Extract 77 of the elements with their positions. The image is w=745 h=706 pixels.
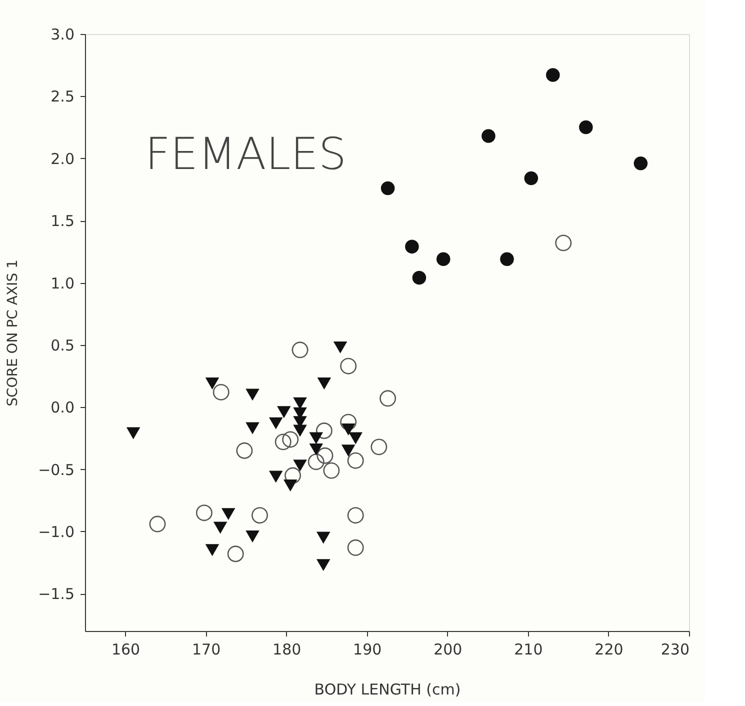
point bbox=[227, 546, 244, 562]
y-tick-label: 2.0 bbox=[50, 150, 74, 168]
point bbox=[283, 480, 298, 492]
point bbox=[221, 508, 236, 520]
point bbox=[317, 378, 332, 390]
x-tick-label: 220 bbox=[594, 640, 624, 658]
x-tick-label: 190 bbox=[353, 640, 382, 658]
x-tick-label: 230 bbox=[660, 640, 690, 658]
y-axis-title: SCORE ON PC AXIS 1 bbox=[5, 260, 22, 406]
point bbox=[333, 341, 348, 354]
point bbox=[246, 530, 260, 542]
point bbox=[277, 406, 291, 418]
point bbox=[284, 467, 302, 484]
point bbox=[309, 432, 324, 444]
point bbox=[412, 270, 426, 285]
point bbox=[546, 68, 560, 82]
y-tick-label: 1.0 bbox=[50, 274, 74, 292]
y-tick-label: 0.0 bbox=[50, 398, 74, 417]
point bbox=[340, 358, 357, 374]
point bbox=[380, 181, 395, 196]
point bbox=[246, 422, 260, 434]
point bbox=[316, 559, 330, 572]
point bbox=[316, 532, 330, 544]
point bbox=[555, 234, 572, 252]
x-tick-label: 160 bbox=[111, 640, 140, 658]
point bbox=[212, 384, 230, 400]
point bbox=[246, 388, 260, 401]
point bbox=[282, 431, 299, 448]
point bbox=[292, 342, 308, 358]
point bbox=[236, 442, 253, 459]
point bbox=[634, 156, 648, 170]
x-tick-label: 210 bbox=[514, 640, 543, 658]
point bbox=[380, 390, 396, 407]
point bbox=[436, 252, 450, 266]
point bbox=[579, 120, 593, 134]
point bbox=[126, 427, 140, 440]
point bbox=[252, 507, 268, 524]
point bbox=[308, 454, 324, 470]
point bbox=[274, 434, 292, 450]
point bbox=[293, 397, 307, 410]
point bbox=[405, 240, 419, 254]
y-tick-label: 0.5 bbox=[50, 336, 74, 354]
x-axis-title: BODY LENGTH (cm) bbox=[314, 680, 461, 698]
y-tick-label: 2.5 bbox=[50, 88, 74, 106]
point bbox=[482, 129, 496, 143]
point bbox=[205, 378, 220, 390]
point bbox=[268, 470, 283, 483]
x-tick-label: 170 bbox=[192, 640, 221, 658]
y-tick-label: 1.5 bbox=[50, 212, 74, 230]
point bbox=[370, 438, 388, 456]
point bbox=[348, 432, 362, 444]
y-tick-label: −1.0 bbox=[38, 523, 74, 541]
point bbox=[205, 544, 220, 556]
point bbox=[316, 422, 332, 439]
point bbox=[524, 171, 538, 186]
point bbox=[293, 460, 307, 472]
point bbox=[316, 447, 334, 464]
point bbox=[341, 424, 356, 436]
y-tick-label: −0.5 bbox=[38, 460, 74, 479]
point bbox=[347, 452, 364, 469]
point bbox=[341, 444, 356, 457]
point bbox=[347, 539, 364, 556]
y-tick-label: 3.0 bbox=[50, 26, 74, 44]
point bbox=[196, 504, 212, 522]
point bbox=[347, 507, 364, 524]
point bbox=[268, 417, 283, 430]
annotation: FEMALES bbox=[145, 129, 346, 180]
x-tick-label: 200 bbox=[434, 640, 462, 658]
point bbox=[213, 522, 228, 534]
y-tick-label: −1.5 bbox=[38, 585, 74, 604]
point bbox=[323, 462, 340, 479]
point bbox=[149, 516, 166, 532]
x-tick-label: 180 bbox=[272, 640, 302, 658]
point bbox=[500, 252, 514, 266]
point bbox=[293, 424, 307, 437]
point bbox=[309, 443, 324, 456]
point bbox=[340, 414, 357, 430]
